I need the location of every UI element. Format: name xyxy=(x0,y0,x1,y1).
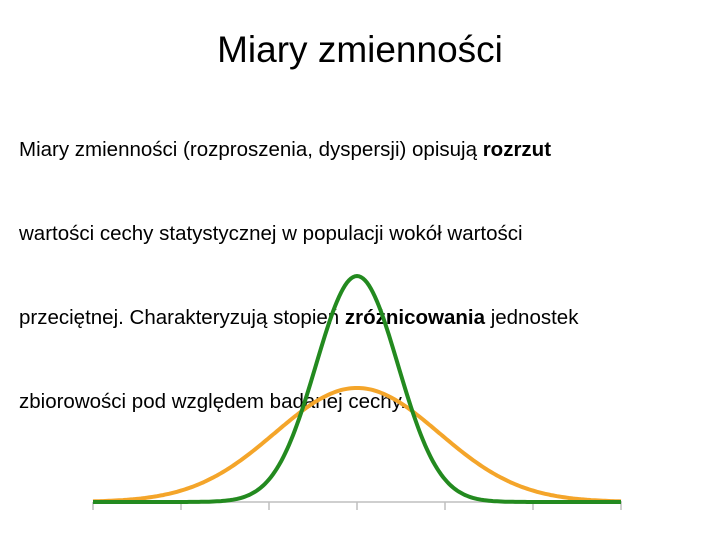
wide-curve xyxy=(92,386,622,504)
text: Miary zmienności (rozproszenia, dyspersj… xyxy=(19,138,483,161)
slide-title: Miary zmienności xyxy=(217,29,503,70)
text: przeciętnej. Charakteryzują stopień xyxy=(19,306,345,329)
text-line: Miary zmienności (rozproszenia, dyspersj… xyxy=(19,136,578,164)
bold-text: rozrzut xyxy=(482,138,552,161)
text: jednostek xyxy=(485,306,579,329)
text: wartości cechy statystycznej w populacji… xyxy=(19,222,523,245)
narrow-curve xyxy=(93,273,621,504)
text-line: wartości cechy statystycznej w populacji… xyxy=(19,220,578,248)
